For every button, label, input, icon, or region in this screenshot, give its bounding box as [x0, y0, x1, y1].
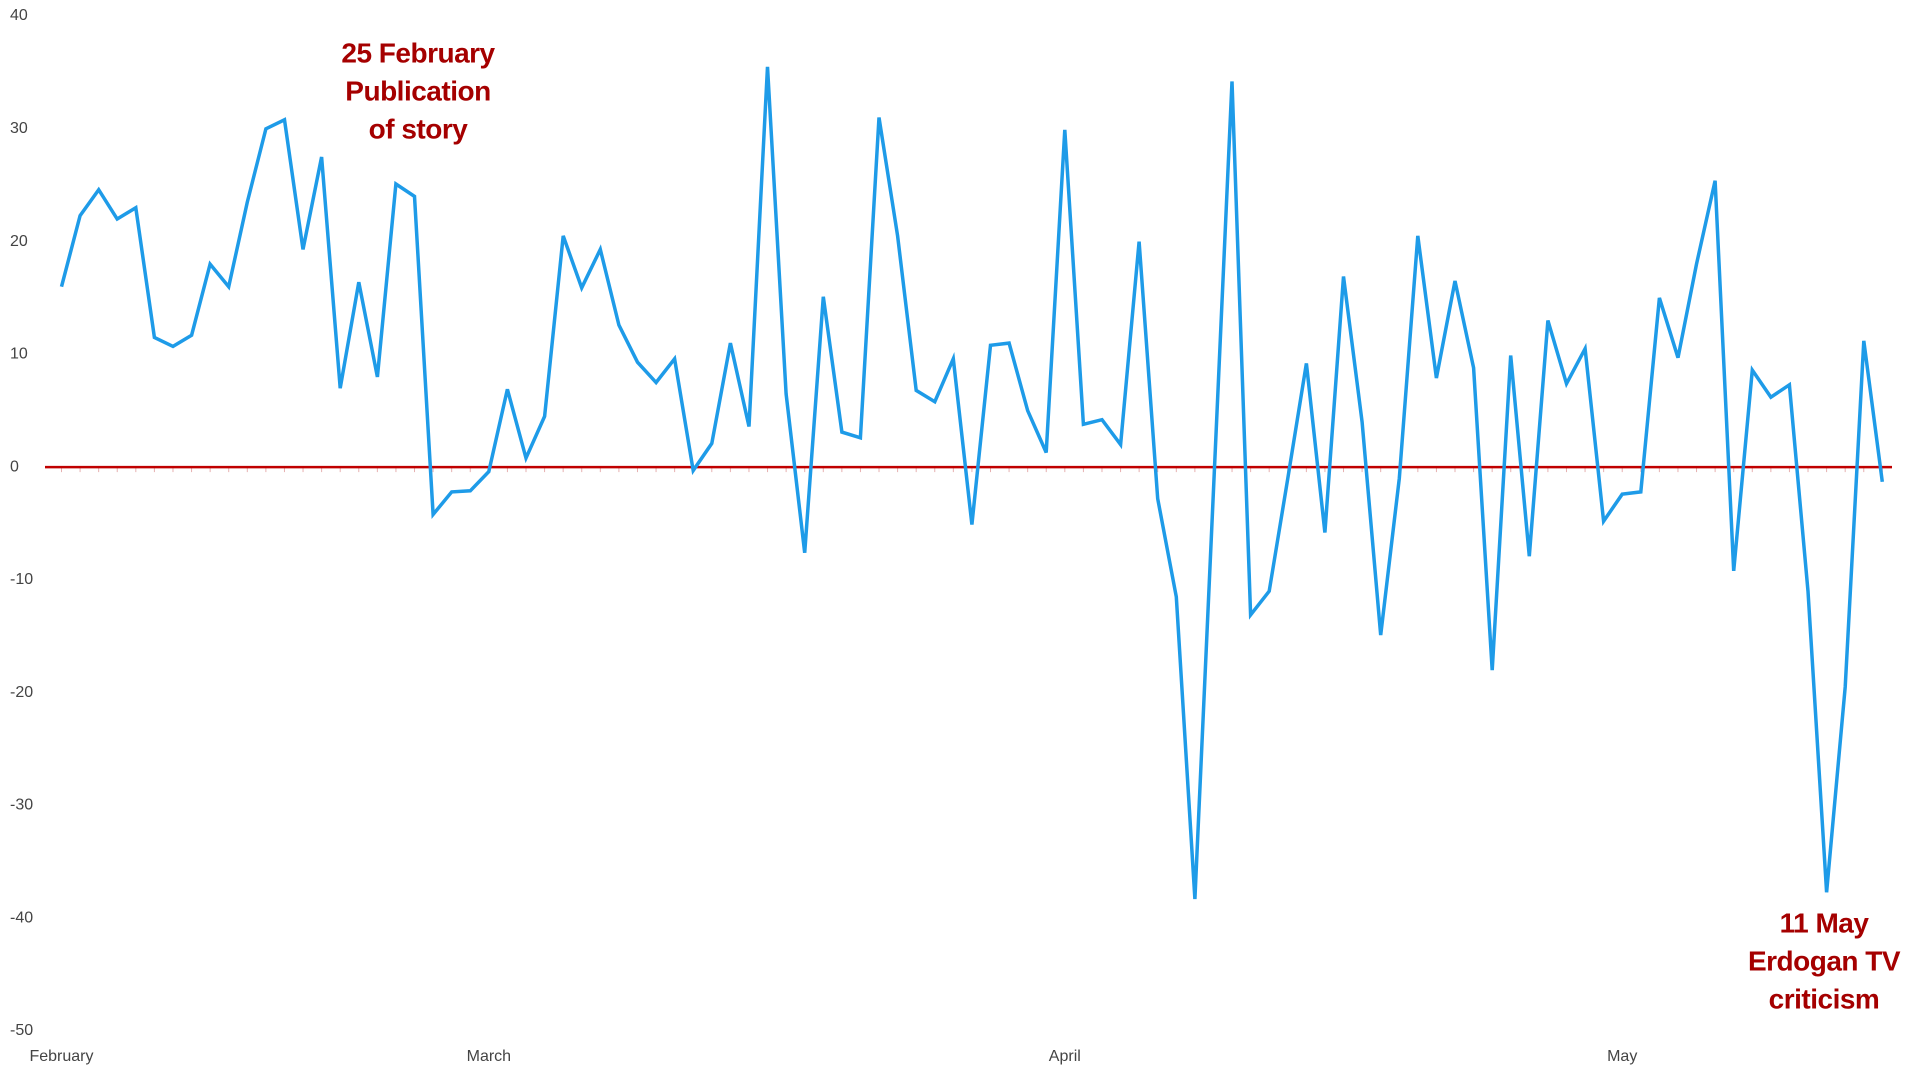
annotation: of story — [369, 113, 469, 144]
y-tick-label: 10 — [10, 346, 28, 363]
y-tick-label: -30 — [10, 797, 33, 814]
x-tick-label: February — [29, 1048, 93, 1065]
y-tick-label: -20 — [10, 684, 33, 701]
y-tick-label: -50 — [10, 1022, 33, 1039]
x-tick-label: May — [1607, 1048, 1637, 1065]
y-tick-label: 40 — [10, 7, 28, 24]
y-tick-label: 0 — [10, 458, 19, 475]
annotation: Publication — [345, 75, 490, 106]
y-tick-label: 30 — [10, 120, 28, 137]
y-tick-label: 20 — [10, 233, 28, 250]
y-tick-label: -40 — [10, 909, 33, 926]
annotation: Erdogan TV — [1748, 945, 1901, 976]
x-tick-label: April — [1049, 1048, 1081, 1065]
annotation: 11 May — [1780, 907, 1870, 938]
data-line — [59, 66, 1885, 900]
annotation: criticism — [1769, 983, 1880, 1014]
annotation: 25 February — [341, 37, 495, 68]
x-tick-label: March — [467, 1048, 511, 1065]
y-tick-label: -10 — [10, 571, 33, 588]
